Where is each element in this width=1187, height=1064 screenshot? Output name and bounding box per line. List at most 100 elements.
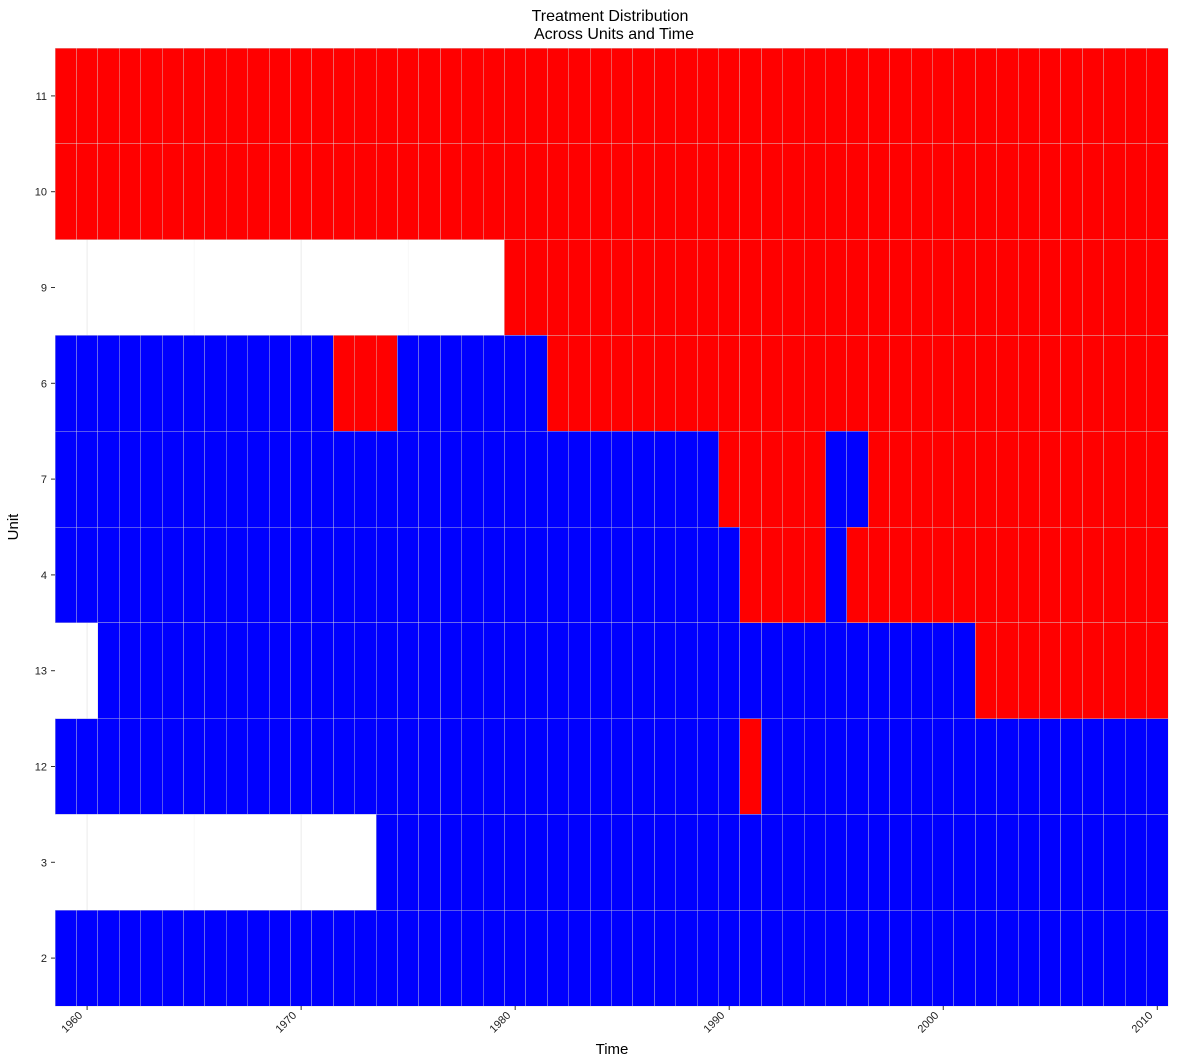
cell-unit-10-1959 — [54, 143, 77, 240]
cell-unit-9-2000 — [932, 239, 955, 336]
cell-unit-11-2001 — [953, 47, 976, 145]
cell-unit-9-1987 — [654, 239, 676, 336]
y-tick-label: 4 — [41, 570, 47, 582]
cell-unit-11-1996 — [846, 47, 869, 145]
cell-unit-12-2008 — [1103, 718, 1126, 815]
cell-unit-13-2002 — [975, 622, 997, 719]
cell-unit-12-1959 — [54, 718, 77, 815]
cell-unit-13-1988 — [675, 622, 698, 719]
cell-unit-2-1961 — [97, 910, 120, 1007]
cell-unit-10-1973 — [354, 143, 377, 240]
cell-unit-7-2004 — [1017, 431, 1040, 528]
cell-unit-4-1960 — [76, 526, 99, 624]
cell-unit-4-1989 — [696, 526, 719, 624]
cell-unit-4-1966 — [204, 526, 227, 624]
cell-unit-3-2009 — [1124, 814, 1147, 911]
cell-unit-12-2005 — [1039, 718, 1062, 815]
cell-unit-2-1971 — [311, 910, 334, 1007]
cell-unit-2-1963 — [140, 910, 163, 1007]
cell-unit-13-1980 — [504, 622, 527, 719]
cell-unit-6-1984 — [589, 335, 612, 432]
cell-unit-2-1967 — [226, 910, 248, 1007]
cell-unit-10-1964 — [161, 143, 184, 240]
x-tick-label: 2000 — [916, 1010, 942, 1036]
cell-unit-9-2010 — [1146, 239, 1169, 336]
cell-unit-9-2009 — [1124, 239, 1147, 336]
cell-unit-11-1975 — [397, 47, 420, 145]
cell-unit-3-1978 — [461, 814, 484, 911]
cell-unit-4-1999 — [910, 526, 933, 624]
cell-unit-7-1994 — [803, 431, 826, 528]
cell-unit-10-1991 — [739, 143, 762, 240]
cell-unit-10-1974 — [375, 143, 398, 240]
cell-unit-2-1988 — [675, 910, 698, 1007]
cell-unit-12-1984 — [589, 718, 612, 815]
cell-unit-7-1982 — [547, 431, 569, 528]
cell-unit-13-1991 — [739, 622, 762, 719]
cell-unit-10-1988 — [675, 143, 698, 240]
cell-unit-4-1998 — [889, 526, 912, 624]
cell-unit-13-1985 — [611, 622, 634, 719]
cell-unit-2-2008 — [1103, 910, 1126, 1007]
cell-unit-3-2002 — [975, 814, 997, 911]
cell-unit-10-1999 — [910, 143, 933, 240]
cell-unit-4-2000 — [932, 526, 955, 624]
cell-unit-13-1979 — [482, 622, 505, 719]
cell-unit-10-1994 — [803, 143, 826, 240]
cell-unit-6-1970 — [290, 335, 313, 432]
cell-unit-6-1960 — [76, 335, 99, 432]
cell-unit-9-1983 — [568, 239, 591, 336]
cell-unit-4-1980 — [504, 526, 527, 624]
heatmap-cells — [54, 47, 1169, 1007]
cell-unit-3-1975 — [397, 814, 420, 911]
cell-unit-2-1989 — [696, 910, 719, 1007]
cell-unit-3-1994 — [803, 814, 826, 911]
cell-unit-3-1982 — [547, 814, 569, 911]
cell-unit-10-2005 — [1039, 143, 1062, 240]
cell-unit-13-1964 — [161, 622, 184, 719]
cell-unit-2-1992 — [761, 910, 783, 1007]
cell-unit-4-1991 — [739, 526, 762, 624]
cell-unit-11-1999 — [910, 47, 933, 145]
cell-unit-12-1960 — [76, 718, 99, 815]
y-tick-label: 7 — [41, 474, 47, 486]
cell-unit-4-1972 — [333, 526, 355, 624]
cell-unit-4-1984 — [589, 526, 612, 624]
cell-unit-4-1976 — [418, 526, 441, 624]
cell-unit-12-1968 — [247, 718, 270, 815]
cell-unit-6-1997 — [868, 335, 890, 432]
cell-unit-4-1993 — [782, 526, 805, 624]
y-axis: 11 10 9 6 7 4 13 12 3 2 — [35, 91, 55, 965]
cell-unit-2-1979 — [482, 910, 505, 1007]
cell-unit-12-1990 — [718, 718, 741, 815]
cell-unit-4-1964 — [161, 526, 184, 624]
cell-unit-11-1972 — [333, 47, 355, 145]
cell-unit-10-2010 — [1146, 143, 1169, 240]
cell-unit-6-1989 — [696, 335, 719, 432]
cell-unit-12-1972 — [333, 718, 355, 815]
cell-unit-11-2008 — [1103, 47, 1126, 145]
cell-unit-9-1997 — [868, 239, 890, 336]
cell-unit-7-1967 — [226, 431, 248, 528]
cell-unit-12-2006 — [1060, 718, 1083, 815]
cell-unit-4-1974 — [375, 526, 398, 624]
cell-unit-10-1995 — [825, 143, 848, 240]
cell-unit-7-2001 — [953, 431, 976, 528]
cell-unit-3-1985 — [611, 814, 634, 911]
cell-unit-11-2010 — [1146, 47, 1169, 145]
cell-unit-3-1988 — [675, 814, 698, 911]
cell-unit-11-1977 — [440, 47, 462, 145]
cell-unit-4-1963 — [140, 526, 163, 624]
cell-unit-7-1974 — [375, 431, 398, 528]
cell-unit-7-1973 — [354, 431, 377, 528]
cell-unit-7-1989 — [696, 431, 719, 528]
cell-unit-3-2000 — [932, 814, 955, 911]
cell-unit-11-1991 — [739, 47, 762, 145]
cell-unit-12-2003 — [996, 718, 1019, 815]
cell-unit-6-2003 — [996, 335, 1019, 432]
cell-unit-13-1973 — [354, 622, 377, 719]
cell-unit-3-1981 — [525, 814, 548, 911]
cell-unit-2-1993 — [782, 910, 805, 1007]
cell-unit-9-1995 — [825, 239, 848, 336]
cell-unit-6-1994 — [803, 335, 826, 432]
